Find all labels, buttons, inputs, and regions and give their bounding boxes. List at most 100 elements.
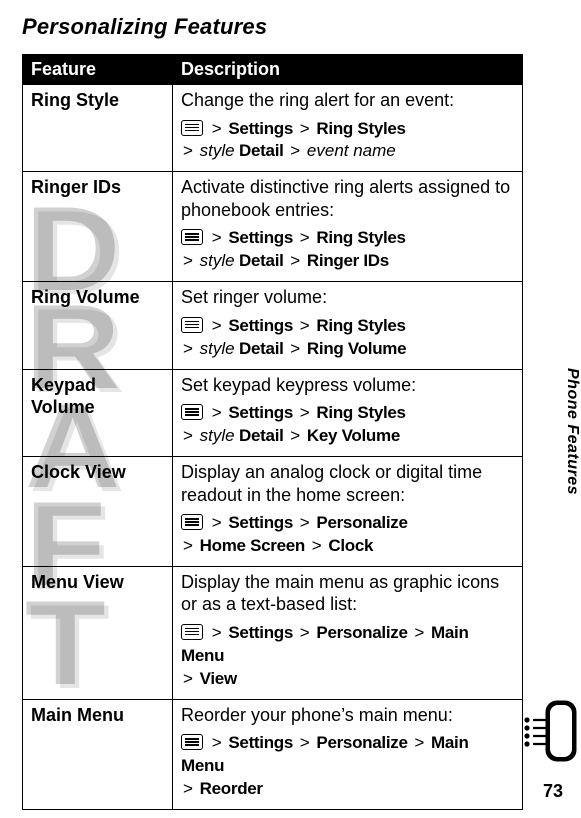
menu-icon bbox=[181, 404, 203, 420]
nav-path: > Settings > Personalize > Main Menu > R… bbox=[181, 732, 514, 801]
path-segment: Ring Volume bbox=[307, 339, 406, 358]
feature-description: Display the main menu as graphic icons o… bbox=[181, 571, 514, 616]
path-segment: Ringer IDs bbox=[307, 251, 389, 270]
menu-icon bbox=[181, 624, 203, 640]
table-row: Ring Style Change the ring alert for an e… bbox=[23, 85, 523, 172]
nav-path: > Settings > Ring Styles > style Detail … bbox=[181, 118, 514, 164]
table-row: Clock ViewDisplay an analog clock or dig… bbox=[23, 457, 523, 567]
path-separator: > bbox=[205, 403, 228, 422]
feature-name: Ring Volume bbox=[23, 282, 173, 369]
path-segment: View bbox=[200, 669, 237, 688]
path-segment: style bbox=[200, 339, 235, 358]
feature-description: Activate distinctive ring alerts assigne… bbox=[181, 176, 514, 221]
path-segment: Ring Styles bbox=[316, 119, 405, 138]
table-header: Feature Description bbox=[23, 55, 523, 85]
path-separator: > bbox=[284, 426, 307, 445]
feature-name: Keypad Volume bbox=[23, 369, 173, 456]
path-segment: Detail bbox=[235, 339, 284, 358]
feature-description-cell: Set keypad keypress volume: > Settings >… bbox=[173, 369, 523, 456]
feature-description: Change the ring alert for an event: bbox=[181, 89, 514, 112]
nav-path: > Settings > Personalize > Main Menu > V… bbox=[181, 622, 514, 691]
feature-description: Set ringer volume: bbox=[181, 286, 514, 309]
path-segment: Personalize bbox=[316, 623, 407, 642]
path-separator: > bbox=[181, 251, 200, 270]
path-separator: > bbox=[181, 426, 200, 445]
path-segment: Settings bbox=[228, 733, 293, 752]
path-separator: > bbox=[293, 119, 316, 138]
path-segment: Ring Styles bbox=[316, 316, 405, 335]
menu-icon bbox=[181, 229, 203, 245]
feature-name: Clock View bbox=[23, 457, 173, 567]
nav-path: > Settings > Ring Styles > style Detail … bbox=[181, 315, 514, 361]
path-separator: > bbox=[305, 536, 328, 555]
page-title: Personalizing Features bbox=[22, 14, 541, 40]
path-segment: Settings bbox=[228, 119, 293, 138]
path-separator: > bbox=[205, 119, 228, 138]
path-separator: > bbox=[408, 623, 431, 642]
feature-name: Ringer IDs bbox=[23, 172, 173, 282]
path-segment: Key Volume bbox=[307, 426, 400, 445]
path-separator: > bbox=[205, 733, 228, 752]
content: Personalizing Features Feature Descripti… bbox=[0, 0, 581, 810]
path-segment: Reorder bbox=[200, 779, 263, 798]
path-separator: > bbox=[293, 623, 316, 642]
path-segment: Personalize bbox=[316, 733, 407, 752]
path-separator: > bbox=[205, 228, 228, 247]
path-separator: > bbox=[181, 779, 200, 798]
path-segment: Settings bbox=[228, 513, 293, 532]
path-segment: Ring Styles bbox=[316, 403, 405, 422]
feature-description-cell: Display an analog clock or digital time … bbox=[173, 457, 523, 567]
table-row: Menu ViewDisplay the main menu as graphi… bbox=[23, 566, 523, 699]
menu-icon bbox=[181, 120, 203, 136]
col-header-description: Description bbox=[173, 55, 523, 85]
path-separator: > bbox=[205, 623, 228, 642]
path-separator: > bbox=[181, 669, 200, 688]
path-segment: Detail bbox=[235, 426, 284, 445]
path-segment: style bbox=[200, 141, 235, 160]
path-segment: Settings bbox=[228, 228, 293, 247]
path-separator: > bbox=[408, 733, 431, 752]
path-segment: Settings bbox=[228, 316, 293, 335]
feature-description-cell: Activate distinctive ring alerts assigne… bbox=[173, 172, 523, 282]
path-separator: > bbox=[284, 339, 307, 358]
path-segment: style bbox=[200, 251, 235, 270]
path-segment: style bbox=[200, 426, 235, 445]
path-separator: > bbox=[293, 403, 316, 422]
feature-name: Menu View bbox=[23, 566, 173, 699]
menu-icon bbox=[181, 514, 203, 530]
menu-icon bbox=[181, 317, 203, 333]
path-segment: event name bbox=[307, 141, 396, 160]
menu-icon bbox=[181, 734, 203, 750]
path-separator: > bbox=[181, 339, 200, 358]
table-row: Ringer IDsActivate distinctive ring aler… bbox=[23, 172, 523, 282]
path-separator: > bbox=[205, 316, 228, 335]
path-separator: > bbox=[284, 141, 307, 160]
path-separator: > bbox=[293, 316, 316, 335]
col-header-feature: Feature bbox=[23, 55, 173, 85]
feature-description-cell: Reorder your phone’s main menu: > Settin… bbox=[173, 699, 523, 809]
path-separator: > bbox=[181, 536, 200, 555]
table-row: Ring VolumeSet ringer volume: > Settings… bbox=[23, 282, 523, 369]
table-row: Main MenuReorder your phone’s main menu:… bbox=[23, 699, 523, 809]
feature-description: Reorder your phone’s main menu: bbox=[181, 704, 514, 727]
path-separator: > bbox=[284, 251, 307, 270]
path-segment: Personalize bbox=[316, 513, 407, 532]
feature-name: Ring Style bbox=[23, 85, 173, 172]
path-segment: Home Screen bbox=[200, 536, 305, 555]
feature-description: Display an analog clock or digital time … bbox=[181, 461, 514, 506]
path-segment: Settings bbox=[228, 403, 293, 422]
nav-path: > Settings > Ring Styles > style Detail … bbox=[181, 227, 514, 273]
feature-name: Main Menu bbox=[23, 699, 173, 809]
path-separator: > bbox=[293, 733, 316, 752]
feature-description-cell: Display the main menu as graphic icons o… bbox=[173, 566, 523, 699]
table-body: Ring Style Change the ring alert for an e… bbox=[23, 85, 523, 810]
feature-description-cell: Set ringer volume: > Settings > Ring Sty… bbox=[173, 282, 523, 369]
path-segment: Detail bbox=[235, 251, 284, 270]
path-segment: Detail bbox=[235, 141, 284, 160]
feature-table: Feature Description Ring Style Change the… bbox=[22, 54, 523, 810]
path-segment: Ring Styles bbox=[316, 228, 405, 247]
path-separator: > bbox=[293, 513, 316, 532]
feature-description: Set keypad keypress volume: bbox=[181, 374, 514, 397]
path-separator: > bbox=[181, 141, 200, 160]
path-segment: Settings bbox=[228, 623, 293, 642]
